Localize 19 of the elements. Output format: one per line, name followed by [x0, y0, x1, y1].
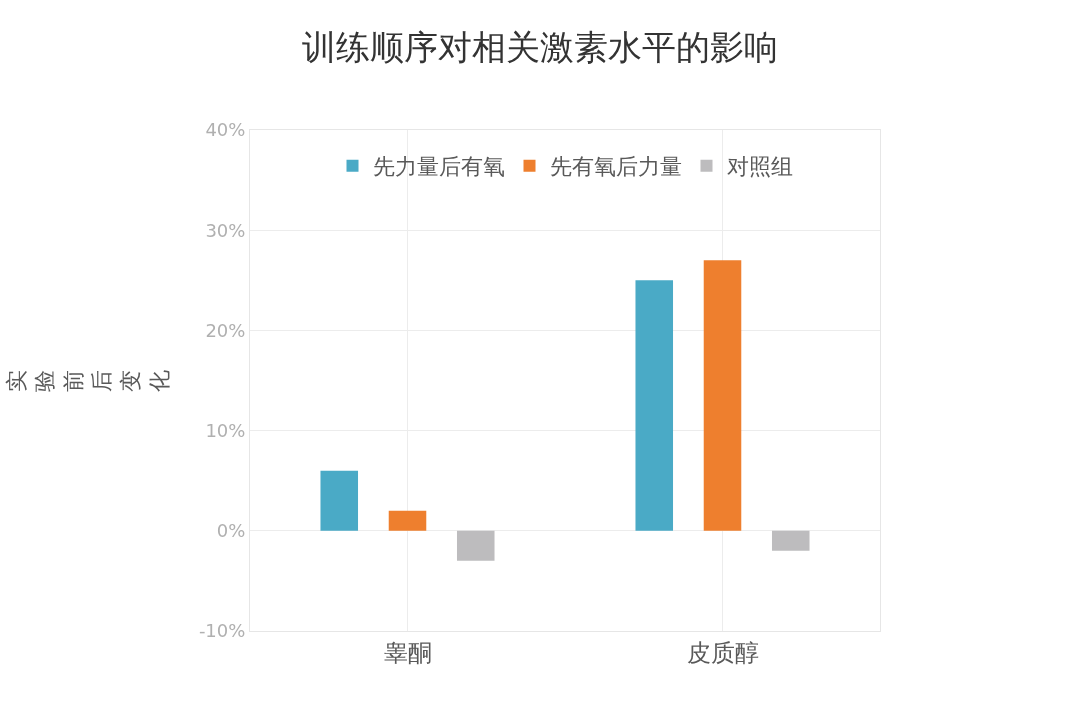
bar	[320, 470, 359, 531]
chart-title: 训练顺序对相关激素水平的影响	[302, 26, 778, 67]
y-tick-label: 30%	[205, 219, 246, 241]
y-tick-label: 40%	[205, 119, 246, 141]
legend-label: 先有氧后力量	[549, 154, 682, 180]
y-tick-label: 20%	[205, 319, 246, 341]
bar	[388, 510, 427, 531]
bar	[771, 530, 810, 551]
bar	[456, 530, 495, 561]
y-axis-title: 实验前后变化	[3, 369, 172, 392]
x-tick-label: 睾酮	[383, 638, 432, 667]
y-tick-label: -10%	[198, 620, 246, 642]
bar	[635, 280, 674, 531]
y-tick-label: 0%	[216, 520, 246, 542]
legend-label: 先力量后有氧	[372, 154, 505, 180]
bar	[703, 260, 742, 531]
legend-label: 对照组	[726, 154, 793, 180]
x-tick-label: 皮质醇	[686, 638, 759, 667]
y-tick-label: 10%	[205, 419, 246, 441]
